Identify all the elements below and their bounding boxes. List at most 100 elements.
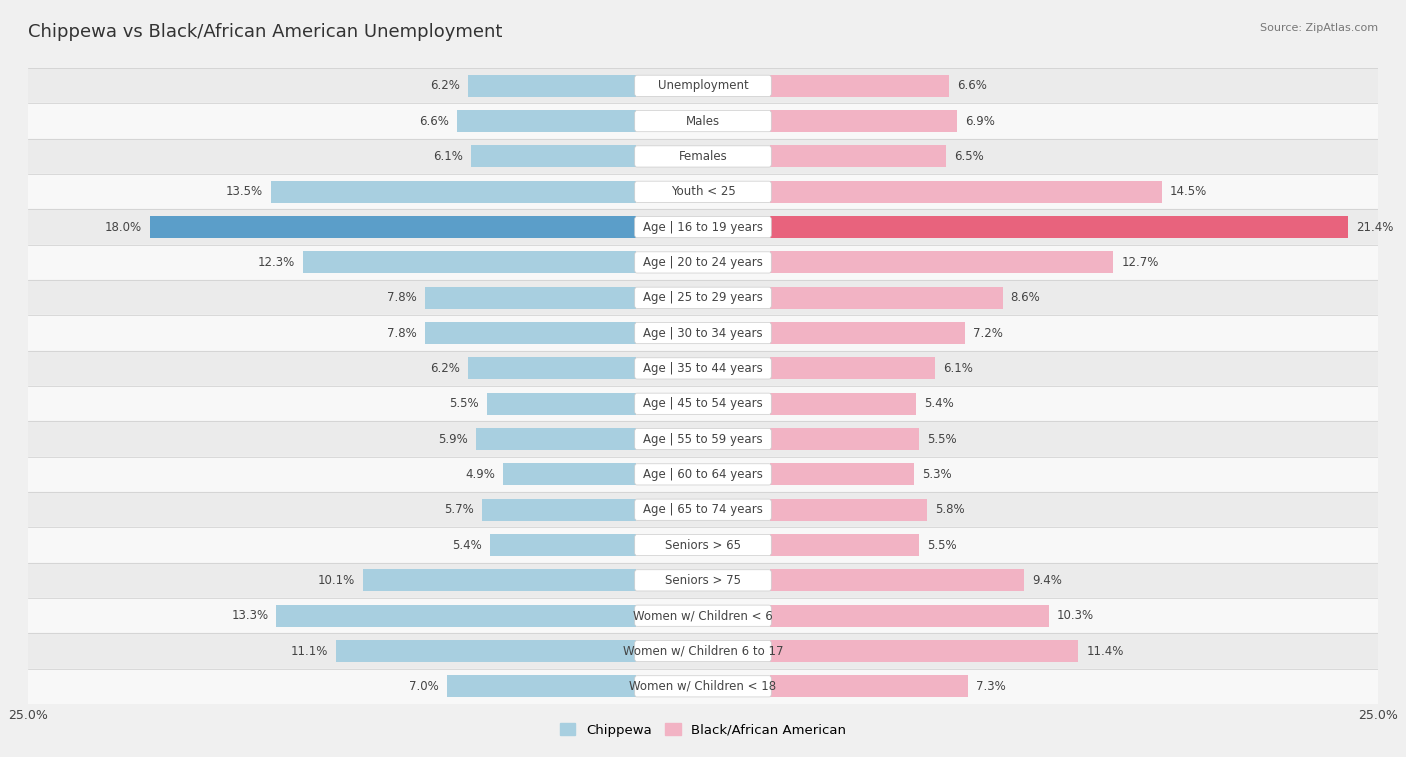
- Bar: [28, 386, 1378, 422]
- Text: 12.7%: 12.7%: [1122, 256, 1159, 269]
- Bar: [489, 534, 636, 556]
- Text: 7.2%: 7.2%: [973, 326, 1002, 340]
- Bar: [304, 251, 636, 273]
- Bar: [28, 210, 1378, 245]
- Text: 5.9%: 5.9%: [439, 432, 468, 446]
- Bar: [28, 668, 1378, 704]
- Text: 5.3%: 5.3%: [922, 468, 952, 481]
- Text: 13.3%: 13.3%: [231, 609, 269, 622]
- Bar: [770, 145, 946, 167]
- Bar: [482, 499, 636, 521]
- Text: 6.6%: 6.6%: [419, 114, 450, 128]
- Bar: [770, 534, 920, 556]
- Bar: [468, 75, 636, 97]
- Bar: [770, 640, 1078, 662]
- Bar: [363, 569, 636, 591]
- Bar: [28, 139, 1378, 174]
- Bar: [468, 357, 636, 379]
- Bar: [28, 422, 1378, 456]
- Text: Age | 55 to 59 years: Age | 55 to 59 years: [643, 432, 763, 446]
- Bar: [28, 598, 1378, 634]
- Text: 12.3%: 12.3%: [259, 256, 295, 269]
- Bar: [425, 287, 636, 309]
- Text: 8.6%: 8.6%: [1011, 291, 1040, 304]
- Bar: [770, 251, 1114, 273]
- Text: 7.8%: 7.8%: [387, 326, 416, 340]
- FancyBboxPatch shape: [634, 464, 772, 485]
- Text: Males: Males: [686, 114, 720, 128]
- Bar: [277, 605, 636, 627]
- FancyBboxPatch shape: [634, 322, 772, 344]
- Text: 7.0%: 7.0%: [409, 680, 439, 693]
- Bar: [28, 280, 1378, 316]
- Text: 5.5%: 5.5%: [927, 538, 956, 552]
- FancyBboxPatch shape: [634, 75, 772, 96]
- Bar: [149, 217, 636, 238]
- Text: 18.0%: 18.0%: [104, 220, 142, 234]
- Bar: [770, 428, 920, 450]
- FancyBboxPatch shape: [634, 358, 772, 379]
- Legend: Chippewa, Black/African American: Chippewa, Black/African American: [554, 718, 852, 742]
- Bar: [28, 562, 1378, 598]
- Text: 10.3%: 10.3%: [1057, 609, 1094, 622]
- Text: 5.4%: 5.4%: [451, 538, 482, 552]
- Bar: [770, 75, 949, 97]
- Text: 6.2%: 6.2%: [430, 362, 460, 375]
- Text: Age | 45 to 54 years: Age | 45 to 54 years: [643, 397, 763, 410]
- Text: Women w/ Children < 6: Women w/ Children < 6: [633, 609, 773, 622]
- Text: 5.5%: 5.5%: [450, 397, 479, 410]
- FancyBboxPatch shape: [634, 640, 772, 662]
- Text: Age | 16 to 19 years: Age | 16 to 19 years: [643, 220, 763, 234]
- Text: 4.9%: 4.9%: [465, 468, 495, 481]
- Bar: [28, 634, 1378, 668]
- Bar: [770, 357, 935, 379]
- FancyBboxPatch shape: [634, 676, 772, 697]
- Bar: [336, 640, 636, 662]
- Bar: [28, 316, 1378, 350]
- Bar: [770, 181, 1161, 203]
- Text: 13.5%: 13.5%: [226, 185, 263, 198]
- Text: 5.4%: 5.4%: [924, 397, 955, 410]
- Text: 6.2%: 6.2%: [430, 79, 460, 92]
- Text: 5.5%: 5.5%: [927, 432, 956, 446]
- Text: Women w/ Children 6 to 17: Women w/ Children 6 to 17: [623, 644, 783, 658]
- Bar: [770, 322, 965, 344]
- Text: Seniors > 65: Seniors > 65: [665, 538, 741, 552]
- FancyBboxPatch shape: [634, 252, 772, 273]
- Text: 6.5%: 6.5%: [955, 150, 984, 163]
- Bar: [28, 528, 1378, 562]
- Bar: [447, 675, 636, 697]
- FancyBboxPatch shape: [634, 217, 772, 238]
- Text: Source: ZipAtlas.com: Source: ZipAtlas.com: [1260, 23, 1378, 33]
- Text: Women w/ Children < 18: Women w/ Children < 18: [630, 680, 776, 693]
- Bar: [271, 181, 636, 203]
- Bar: [28, 456, 1378, 492]
- Bar: [28, 104, 1378, 139]
- FancyBboxPatch shape: [634, 605, 772, 626]
- Bar: [477, 428, 636, 450]
- Bar: [28, 245, 1378, 280]
- FancyBboxPatch shape: [634, 570, 772, 591]
- Text: Age | 60 to 64 years: Age | 60 to 64 years: [643, 468, 763, 481]
- Bar: [770, 463, 914, 485]
- Text: 6.1%: 6.1%: [433, 150, 463, 163]
- Text: 7.8%: 7.8%: [387, 291, 416, 304]
- Text: 7.3%: 7.3%: [976, 680, 1005, 693]
- Text: Age | 20 to 24 years: Age | 20 to 24 years: [643, 256, 763, 269]
- Bar: [770, 499, 927, 521]
- Text: 6.1%: 6.1%: [943, 362, 973, 375]
- Text: Females: Females: [679, 150, 727, 163]
- Text: Age | 30 to 34 years: Age | 30 to 34 years: [643, 326, 763, 340]
- Bar: [770, 393, 917, 415]
- Bar: [486, 393, 636, 415]
- Bar: [28, 174, 1378, 210]
- FancyBboxPatch shape: [634, 393, 772, 414]
- Bar: [770, 569, 1024, 591]
- FancyBboxPatch shape: [634, 146, 772, 167]
- Bar: [770, 605, 1049, 627]
- Bar: [770, 217, 1348, 238]
- Bar: [770, 111, 956, 132]
- Text: 11.4%: 11.4%: [1087, 644, 1123, 658]
- Bar: [28, 492, 1378, 528]
- Text: 6.6%: 6.6%: [956, 79, 987, 92]
